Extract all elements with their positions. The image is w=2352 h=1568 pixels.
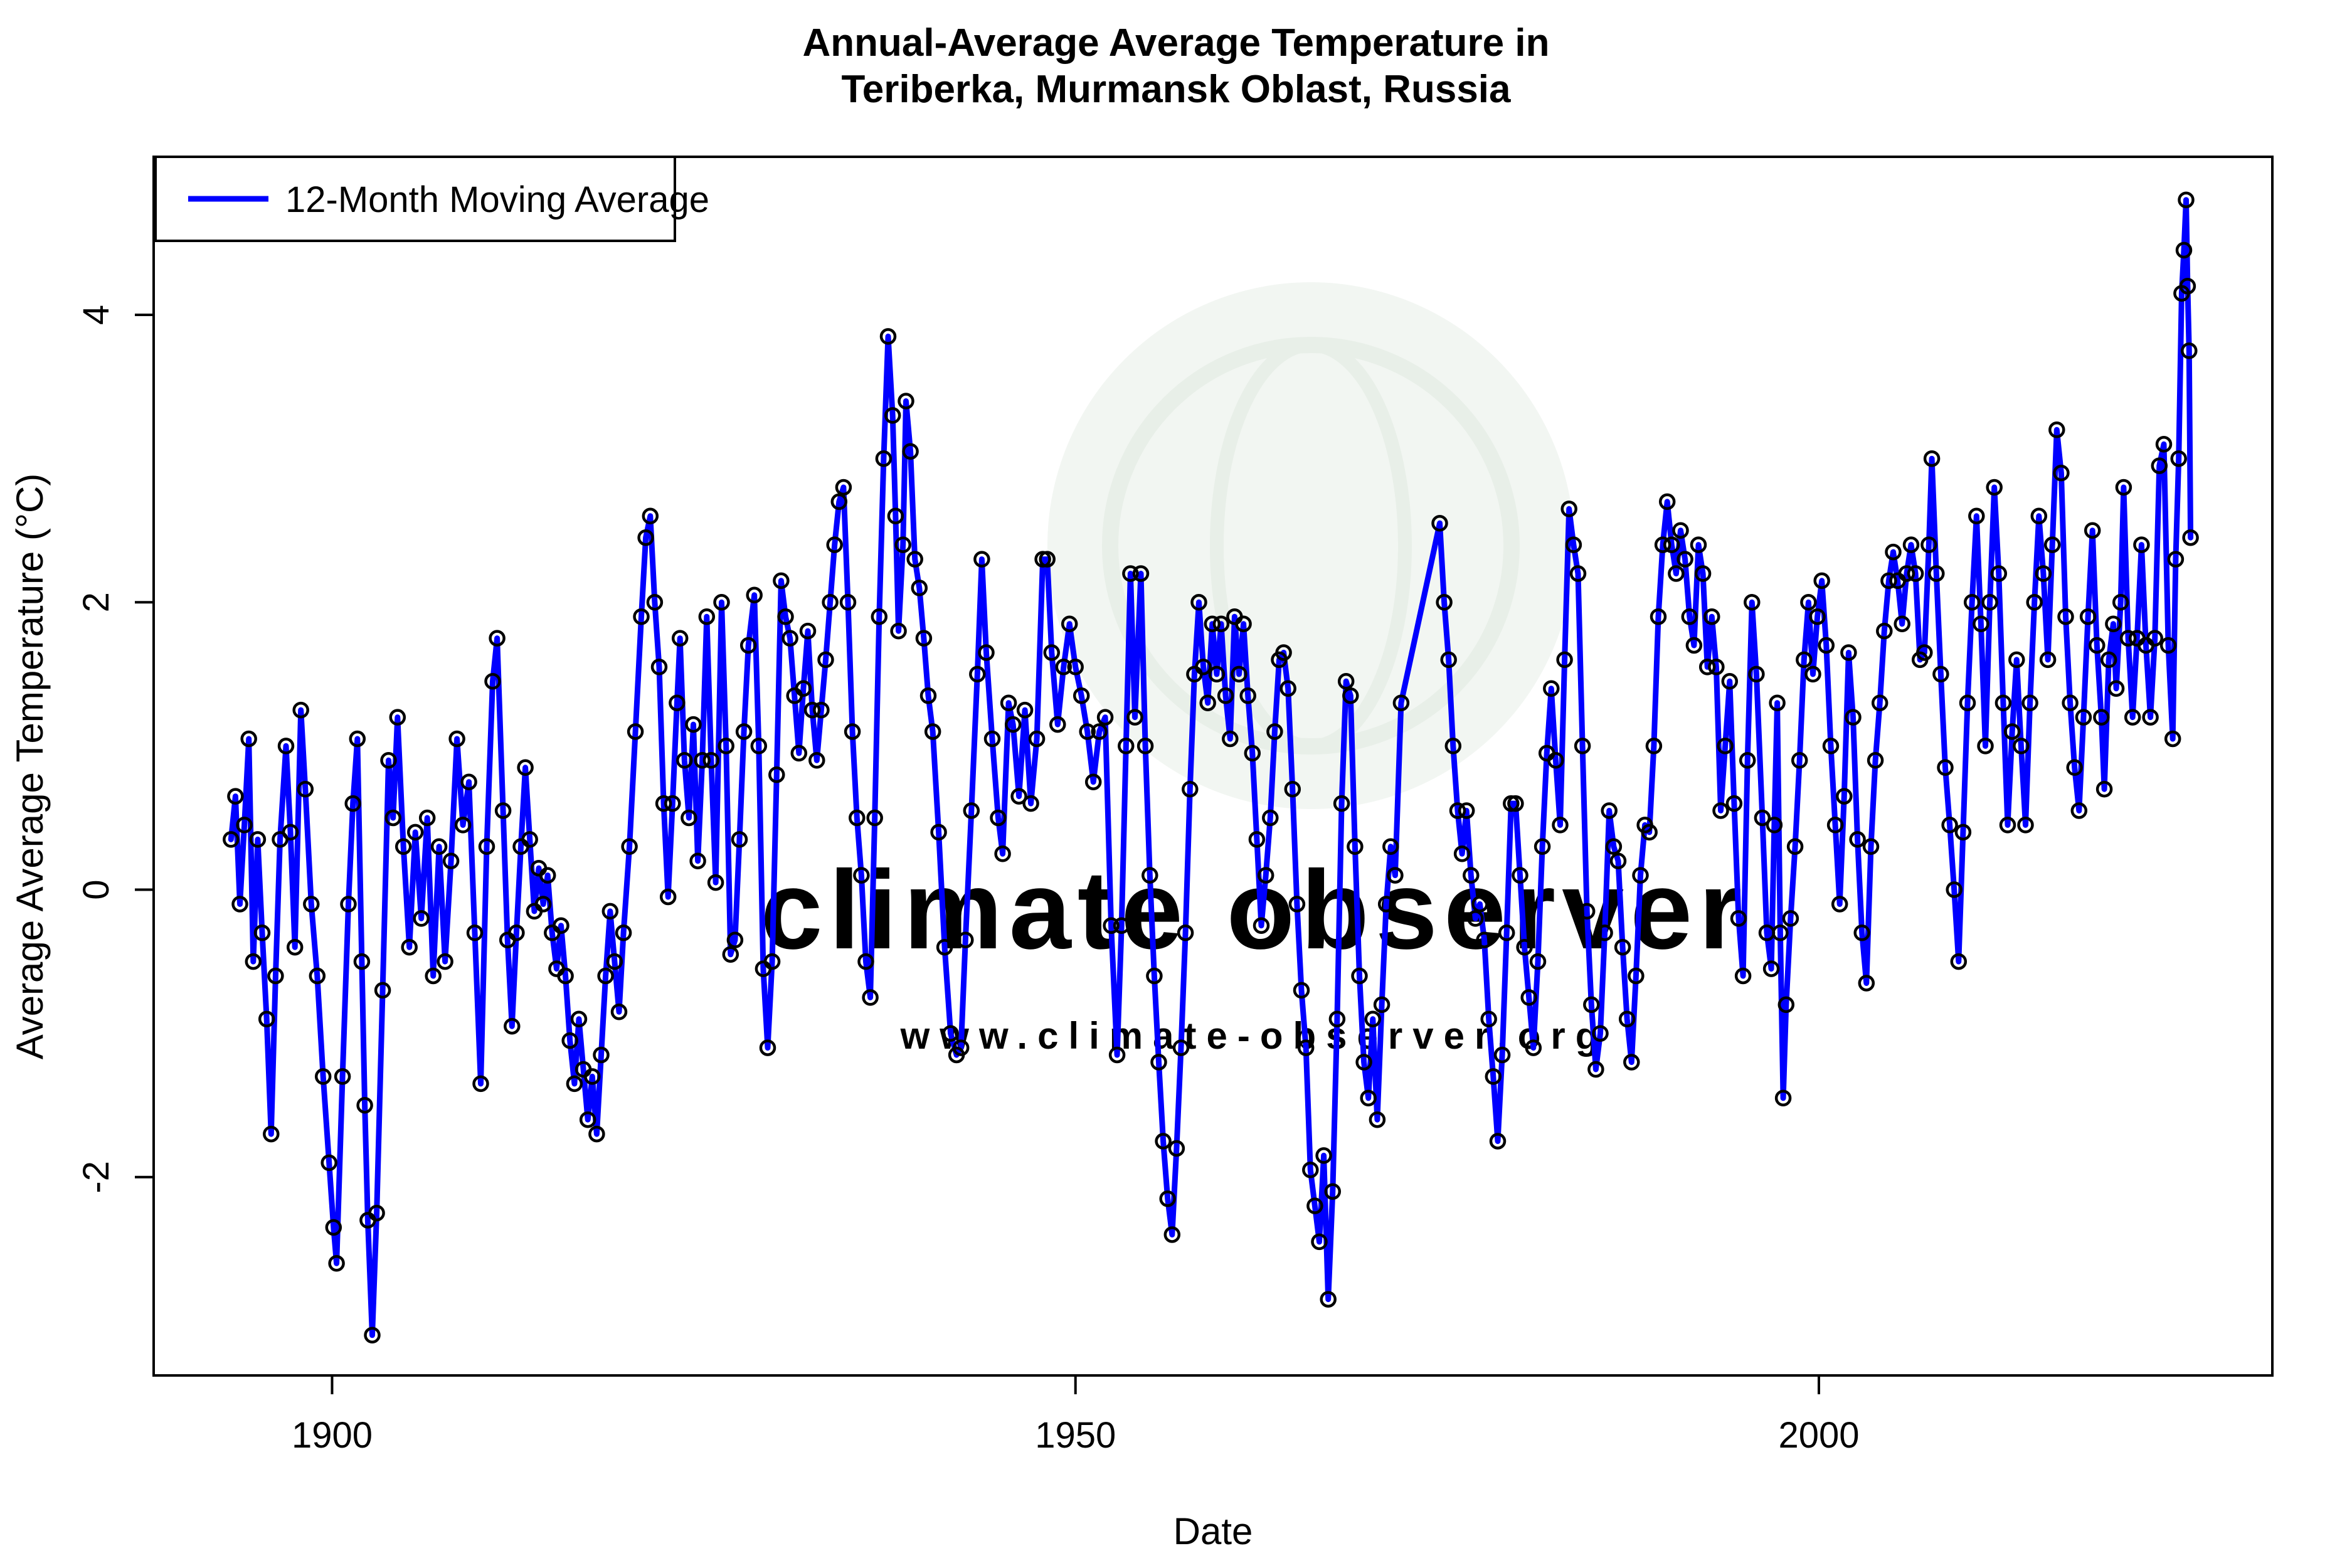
legend-label: 12-Month Moving Average — [285, 179, 709, 220]
watermark-globe-disc — [1047, 282, 1574, 809]
x-tick-label: 1900 — [292, 1415, 373, 1456]
y-tick-label: 0 — [76, 879, 117, 899]
chart-title-line-1: Annual-Average Average Temperature in — [802, 21, 1550, 65]
watermark-brand-text: climate observer — [761, 847, 1749, 972]
watermark: climate observer www.climate-observer.or… — [761, 282, 1749, 1057]
chart-title: Annual-Average Average Temperature in Te… — [0, 0, 2352, 113]
y-tick-label: -2 — [76, 1161, 117, 1194]
y-tick-label: 4 — [76, 305, 117, 325]
y-tick-label: 2 — [76, 592, 117, 612]
y-axis-title: Average Average Temperature (°C) — [9, 474, 51, 1060]
axes: 1900 1950 2000 -2 0 2 4 — [76, 156, 2274, 1456]
data-point-markers — [223, 191, 2199, 1344]
plot-border — [152, 156, 2274, 1377]
legend: 12-Month Moving Average — [154, 156, 709, 242]
watermark-globe-meridian — [1210, 338, 1412, 753]
x-axis-title: Date — [1173, 1510, 1253, 1552]
x-tick-label: 1950 — [1035, 1415, 1116, 1456]
x-tick-label: 2000 — [1778, 1415, 1859, 1456]
chart-title-line-2: Teriberka, Murmansk Oblast, Russia — [841, 68, 1511, 111]
